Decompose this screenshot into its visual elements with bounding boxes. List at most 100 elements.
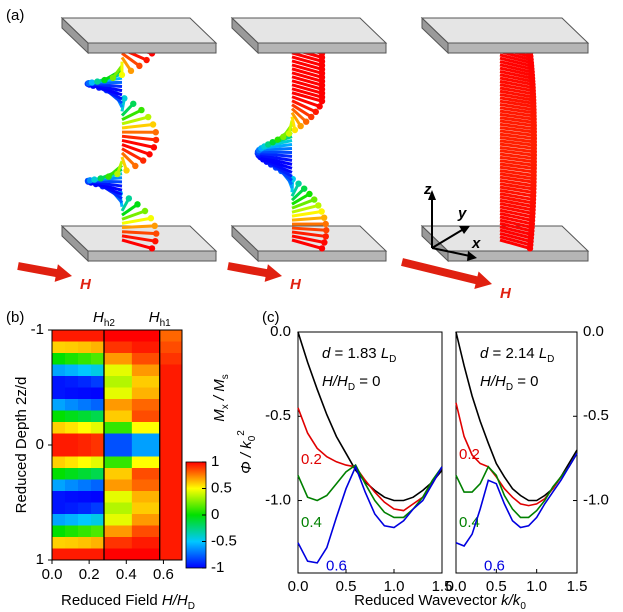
heat-cell [65, 549, 79, 561]
heat-cell [104, 388, 132, 400]
heat-cell [104, 549, 132, 561]
plate-side [258, 251, 386, 261]
spin-head [297, 123, 303, 129]
spin-head [306, 191, 312, 197]
spin-arrow [292, 218, 324, 220]
text-part: H [149, 309, 160, 326]
heat-cell [160, 330, 183, 342]
spin-head [138, 107, 144, 113]
spin-head [148, 215, 154, 221]
y-tick-label: -1.0 [583, 492, 609, 509]
axis-name: y [457, 205, 467, 222]
heat-cell [78, 422, 92, 434]
heat-cell [65, 342, 79, 354]
heat-cell [52, 445, 66, 457]
heat-cell [104, 399, 132, 411]
heat-cell [160, 445, 183, 457]
text-part: D [389, 354, 396, 365]
x-tick-label: 0.5 [486, 578, 507, 595]
plate-side [88, 251, 216, 261]
heat-cell [52, 468, 66, 480]
text-part: D [348, 382, 355, 393]
heat-cell [132, 330, 160, 342]
heat-cell [65, 491, 79, 503]
heat-cell [91, 399, 105, 411]
y-tick-label: -0.5 [265, 407, 291, 424]
heat-cell [78, 330, 92, 342]
colorbar-tick-label: 0.5 [211, 479, 232, 496]
x-tick-label: 0.0 [446, 578, 467, 595]
heat-cell [78, 376, 92, 388]
field-arrow [401, 258, 492, 289]
heat-cell [91, 376, 105, 388]
heat-cell [132, 353, 160, 365]
field-label: H [290, 276, 302, 293]
heat-cell [91, 330, 105, 342]
x-tick-label: 1.0 [384, 578, 405, 595]
heat-cell [160, 468, 183, 480]
heat-cell [65, 537, 79, 549]
heat-cell [160, 434, 183, 446]
heat-cell [91, 388, 105, 400]
heat-cell [52, 537, 66, 549]
heat-cell [52, 514, 66, 526]
heat-cell [52, 388, 66, 400]
text-part: L [381, 345, 389, 362]
field-label: H [500, 285, 512, 302]
label-part: 0 [247, 435, 258, 441]
label-part: 0 [520, 601, 526, 612]
text-part: h2 [104, 318, 116, 329]
colorbar-label: Mx / Ms [211, 374, 231, 422]
spin-head [128, 68, 134, 74]
heat-cell [78, 411, 92, 423]
heat-cell [91, 468, 105, 480]
x-tick-label: 1.5 [567, 578, 588, 595]
plate-top [62, 18, 216, 43]
heat-cell [91, 457, 105, 469]
x-axis-label: Reduced Field H/HD [61, 592, 195, 612]
spin-head [105, 173, 111, 179]
spin-head [152, 223, 158, 229]
heat-cell [104, 422, 132, 434]
spin-head [94, 78, 100, 84]
spin-head [149, 245, 155, 251]
heat-cell [132, 376, 160, 388]
label-part: M [211, 409, 228, 422]
heat-cell [65, 330, 79, 342]
annotation: d = 2.14 LD [480, 345, 554, 365]
spin-head [123, 167, 129, 173]
y-axis-label: Φ / k02 [236, 430, 258, 474]
heat-cell [132, 537, 160, 549]
spin-head [142, 208, 148, 214]
heat-cell [104, 342, 132, 354]
heat-cell [78, 445, 92, 457]
spin-head [150, 121, 156, 127]
spin-head [132, 163, 138, 169]
heat-cell [65, 457, 79, 469]
spin-head [143, 57, 149, 63]
heat-cell [78, 526, 92, 538]
spin-head [292, 127, 298, 133]
heat-cell [78, 388, 92, 400]
heat-cell [132, 388, 160, 400]
annotation: Hh2 [93, 309, 115, 329]
curve-label: 0.6 [484, 558, 505, 575]
spin-head [91, 176, 97, 182]
field-label: H [80, 276, 92, 293]
y-tick-label: 0.0 [583, 323, 604, 340]
heat-cell [65, 422, 79, 434]
x-tick-label: 0.6 [153, 566, 174, 583]
heat-cell [91, 491, 105, 503]
spin-head [89, 79, 95, 85]
heat-cell [78, 365, 92, 377]
heat-cell [91, 503, 105, 515]
panel-label: (a) [6, 7, 24, 24]
heat-cell [104, 537, 132, 549]
spin-head [323, 227, 329, 233]
spin-arrow [122, 226, 155, 228]
x-tick-label: 0.2 [79, 566, 100, 583]
spin-head [145, 114, 151, 120]
heat-cell [78, 514, 92, 526]
heat-cell [160, 480, 183, 492]
spin-head [295, 180, 301, 186]
